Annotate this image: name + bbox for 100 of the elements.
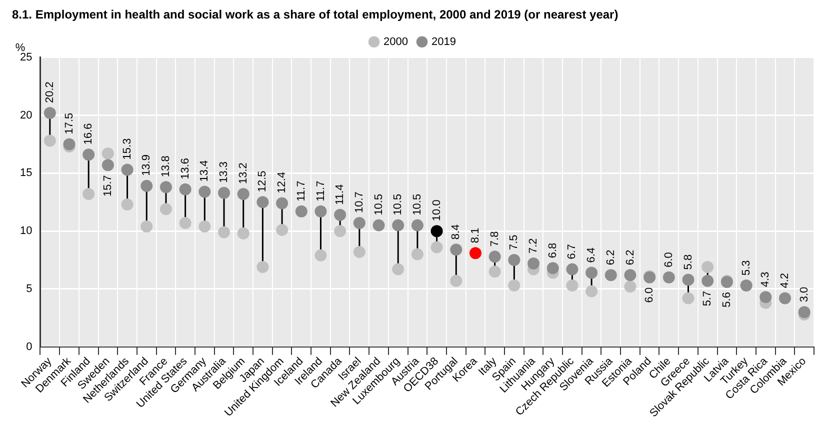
y-tick-label: 20 bbox=[20, 109, 32, 122]
point bbox=[450, 244, 462, 256]
point bbox=[102, 148, 114, 160]
point bbox=[276, 197, 288, 210]
data-label: 11.4 bbox=[334, 184, 346, 205]
point bbox=[121, 198, 134, 210]
data-label: 6.7 bbox=[566, 244, 578, 260]
data-label: 17.5 bbox=[63, 112, 76, 134]
point bbox=[121, 164, 134, 176]
point bbox=[353, 246, 366, 258]
point bbox=[586, 285, 598, 298]
point bbox=[237, 188, 250, 200]
point bbox=[314, 249, 327, 262]
data-label: 13.4 bbox=[198, 160, 211, 182]
point bbox=[295, 205, 308, 218]
point bbox=[469, 247, 482, 260]
data-label: 4.2 bbox=[779, 272, 792, 288]
point bbox=[102, 159, 114, 172]
point bbox=[682, 292, 694, 304]
point bbox=[430, 225, 443, 238]
point bbox=[624, 269, 636, 282]
point bbox=[740, 280, 752, 292]
data-label: 10.7 bbox=[353, 192, 366, 213]
point bbox=[63, 138, 76, 150]
point bbox=[546, 262, 559, 274]
y-tick-label: 15 bbox=[20, 167, 32, 180]
data-label: 10.5 bbox=[411, 194, 424, 216]
point bbox=[392, 263, 404, 276]
point bbox=[179, 216, 192, 229]
point bbox=[508, 280, 520, 292]
point bbox=[256, 260, 269, 273]
point bbox=[218, 226, 230, 238]
data-label: 3.0 bbox=[798, 286, 810, 302]
point bbox=[314, 205, 327, 218]
point bbox=[682, 274, 694, 286]
data-label: 20.2 bbox=[44, 82, 56, 103]
data-label: 5.8 bbox=[682, 254, 694, 270]
point bbox=[488, 250, 501, 263]
point bbox=[256, 196, 269, 208]
point bbox=[411, 219, 424, 232]
data-label: 13.6 bbox=[179, 158, 192, 180]
y-tick-label: 5 bbox=[26, 283, 32, 296]
data-label: 13.3 bbox=[218, 161, 230, 183]
point bbox=[82, 148, 95, 161]
data-label: 12.5 bbox=[256, 170, 269, 192]
point bbox=[702, 260, 714, 273]
point bbox=[237, 227, 250, 240]
point bbox=[160, 203, 172, 216]
point bbox=[160, 181, 172, 194]
y-tick-label: 10 bbox=[20, 225, 32, 238]
legend-label: 2000 bbox=[384, 36, 408, 48]
point bbox=[450, 274, 462, 287]
data-label: 7.2 bbox=[528, 238, 540, 254]
data-label: 11.7 bbox=[295, 180, 308, 202]
chart-title: 8.1. Employment in health and social work as a share of total employment, 2000 and 2019 (or nearest year) bbox=[12, 8, 618, 22]
point bbox=[179, 183, 192, 196]
data-label: 6.2 bbox=[604, 250, 617, 266]
point bbox=[760, 291, 772, 304]
point bbox=[508, 254, 520, 266]
point bbox=[488, 266, 501, 278]
point bbox=[566, 280, 578, 292]
data-label: 10.0 bbox=[430, 200, 443, 222]
data-label: 6.0 bbox=[644, 287, 656, 303]
data-label: 13.9 bbox=[140, 154, 153, 176]
point bbox=[662, 271, 675, 284]
data-label: 7.5 bbox=[508, 234, 520, 250]
data-label: 6.8 bbox=[546, 242, 559, 258]
data-label: 5.7 bbox=[702, 290, 714, 306]
data-label: 10.5 bbox=[372, 194, 385, 216]
data-label: 7.8 bbox=[488, 231, 501, 247]
y-axis-title: % bbox=[15, 42, 26, 54]
data-label: 6.0 bbox=[662, 252, 675, 268]
point bbox=[353, 216, 366, 229]
point bbox=[334, 208, 346, 221]
data-label: 8.1 bbox=[470, 228, 482, 244]
point bbox=[430, 241, 443, 254]
data-label: 12.4 bbox=[276, 172, 288, 194]
data-label: 5.6 bbox=[720, 292, 733, 308]
point bbox=[44, 106, 56, 119]
data-label: 4.3 bbox=[760, 272, 772, 288]
point bbox=[411, 248, 424, 260]
point bbox=[334, 225, 346, 238]
data-label: 11.7 bbox=[314, 180, 327, 202]
point bbox=[702, 274, 714, 287]
point bbox=[372, 219, 385, 232]
point bbox=[140, 180, 153, 192]
point bbox=[566, 263, 578, 276]
data-label: 15.7 bbox=[102, 175, 114, 197]
point bbox=[586, 266, 598, 279]
data-label: 5.3 bbox=[740, 260, 752, 276]
legend-label: 2019 bbox=[432, 36, 456, 48]
point bbox=[528, 258, 540, 270]
point bbox=[778, 292, 791, 304]
point bbox=[44, 134, 56, 147]
point bbox=[198, 220, 211, 232]
data-label: 13.8 bbox=[160, 156, 172, 178]
data-label: 10.5 bbox=[392, 194, 404, 216]
data-label: 13.2 bbox=[237, 162, 250, 184]
y-tick-label: 0 bbox=[26, 340, 32, 353]
point bbox=[392, 219, 404, 232]
